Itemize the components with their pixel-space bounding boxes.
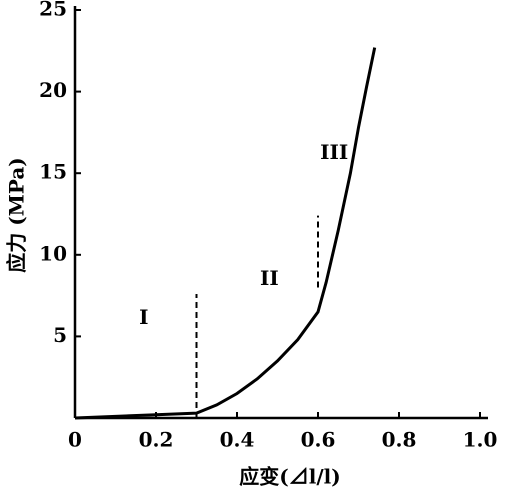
region-label: I (139, 305, 148, 329)
y-tick-label: 25 (39, 0, 67, 21)
x-tick-label: 0.2 (139, 428, 174, 452)
y-tick-label: 20 (39, 78, 67, 102)
x-tick-label: 1.0 (463, 428, 498, 452)
x-tick-label: 0.6 (301, 428, 336, 452)
x-axis-label: 应变(⊿l/l) (239, 465, 340, 489)
region-label: II (260, 266, 279, 290)
y-tick-label: 15 (39, 160, 67, 184)
x-tick-label: 0.8 (382, 428, 417, 452)
x-tick-label: 0 (68, 428, 82, 452)
y-tick-label: 10 (39, 241, 67, 265)
y-axis-label: 应力 (MPa) (5, 157, 29, 273)
x-tick-label: 0.4 (220, 428, 255, 452)
region-label: III (320, 140, 348, 164)
y-tick-label: 5 (53, 323, 67, 347)
curve (74, 47, 377, 420)
